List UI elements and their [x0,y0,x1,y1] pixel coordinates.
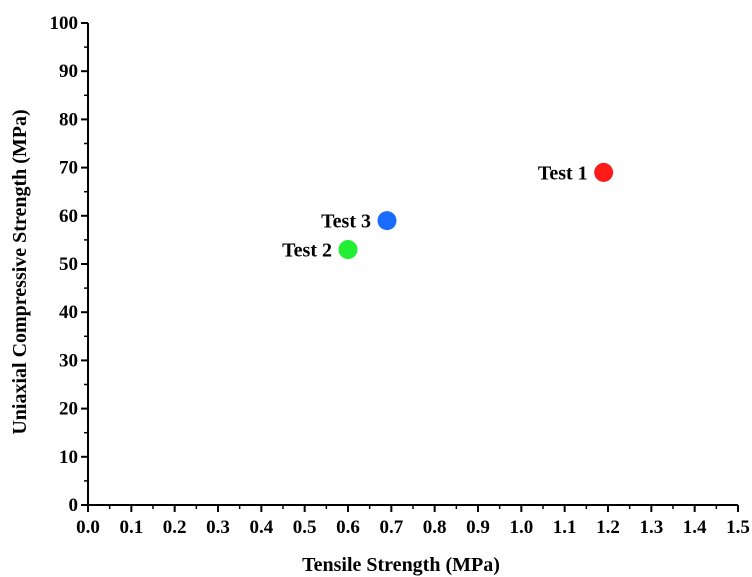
x-tick-label: 1.0 [509,517,533,538]
x-tick-label: 0.4 [249,517,273,538]
data-point-label: Test 3 [321,211,371,233]
x-tick-label: 0.2 [163,517,187,538]
y-tick-label: 70 [59,158,78,179]
y-tick-label: 60 [59,206,78,227]
data-point-label: Test 1 [538,162,588,184]
x-tick-label: 0.6 [336,517,360,538]
x-tick-label: 0.1 [119,517,143,538]
x-tick-label: 1.3 [639,517,663,538]
x-tick-label: 0.7 [379,517,403,538]
x-tick-label: 1.4 [683,517,707,538]
y-tick-label: 50 [59,254,78,275]
x-tick-label: 0.8 [423,517,447,538]
data-point [338,240,358,260]
y-tick-label: 20 [59,399,78,420]
y-tick-label: 0 [69,495,79,516]
x-tick-label: 1.1 [553,517,577,538]
data-points: Test 1 Test 2 Test 3 [282,162,614,262]
x-axis-title: Tensile Strength (MPa) [302,554,500,576]
data-point [594,162,614,182]
axes [87,23,738,506]
x-tick-label: 0.5 [293,517,317,538]
y-tick-label: 30 [59,350,78,371]
x-tick-label: 0.3 [206,517,230,538]
x-tick-label: 1.5 [726,517,750,538]
y-tick-label: 90 [59,61,78,82]
y-axis-title: Uniaxial Compressive Strength (MPa) [9,109,31,434]
x-tick-label: 0.9 [466,517,490,538]
ticks: 0 10 20 30 40 50 60 70 80 90 100 0.0 0.1 0.2 0.3 0.4 0.5… [50,13,750,538]
x-tick-label: 0.0 [76,517,100,538]
y-tick-label: 40 [59,302,78,323]
y-tick-label: 100 [50,13,79,34]
y-tick-label: 10 [59,447,78,468]
x-tick-label: 1.2 [596,517,620,538]
y-tick-label: 80 [59,109,78,130]
data-point [377,211,397,231]
data-point-label: Test 2 [282,240,332,262]
